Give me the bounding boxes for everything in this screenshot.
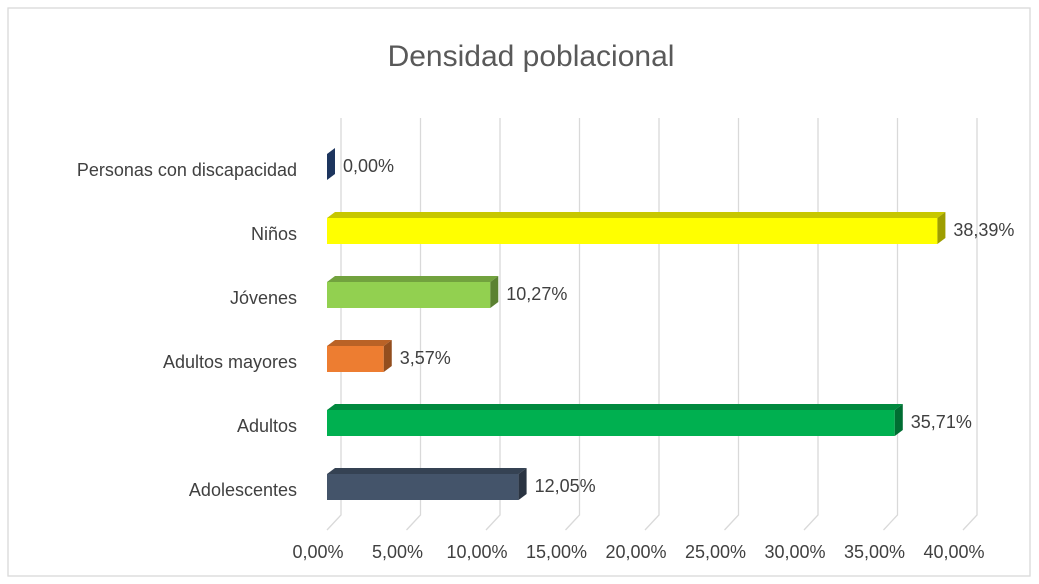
y-tick-label: Niños: [251, 224, 297, 244]
grid-line: [326, 118, 342, 531]
bar: [327, 340, 392, 372]
bar-side: [894, 404, 903, 436]
x-tick-label: 20,00%: [605, 542, 666, 562]
grid-line: [724, 118, 740, 531]
bar-top: [327, 276, 499, 282]
y-tick-label: Jóvenes: [230, 288, 297, 308]
bar: [327, 212, 946, 244]
x-tick-label: 40,00%: [923, 542, 984, 562]
bar-front: [327, 282, 491, 308]
bar-front: [327, 346, 384, 372]
grid-line: [485, 118, 501, 531]
bar-side: [327, 148, 335, 180]
bar-front: [327, 474, 519, 500]
value-label: 12,05%: [535, 476, 596, 496]
grid-line: [803, 118, 819, 531]
bar: [327, 148, 335, 180]
bar: [327, 468, 527, 500]
x-tick-label: 30,00%: [764, 542, 825, 562]
chart-title: Densidad poblacional: [388, 40, 675, 73]
grid-line: [565, 118, 581, 531]
x-tick-label: 10,00%: [446, 542, 507, 562]
y-tick-label: Adultos: [237, 416, 297, 436]
grid-line: [883, 118, 899, 531]
grid-line: [406, 118, 422, 531]
bar-front: [327, 410, 895, 436]
y-tick-label: Adolescentes: [189, 480, 297, 500]
value-label: 3,57%: [400, 348, 451, 368]
x-tick-label: 5,00%: [372, 542, 423, 562]
value-label: 35,71%: [911, 412, 972, 432]
x-tick-label: 35,00%: [844, 542, 905, 562]
bar-side: [518, 468, 527, 500]
y-tick-label: Personas con discapacidad: [77, 160, 297, 180]
bar-top: [327, 468, 527, 474]
x-tick-label: 0,00%: [292, 542, 343, 562]
grid-line: [962, 118, 978, 531]
bar-side: [490, 276, 499, 308]
bar-top: [327, 404, 903, 410]
x-tick-label: 25,00%: [685, 542, 746, 562]
bar-front: [327, 218, 938, 244]
bar-top: [327, 212, 946, 218]
bar-side: [937, 212, 946, 244]
bar-side: [383, 340, 392, 372]
grid-line: [644, 118, 660, 531]
bar-top: [327, 340, 392, 346]
value-label: 0,00%: [343, 156, 394, 176]
bar: [327, 276, 499, 308]
x-tick-label: 15,00%: [526, 542, 587, 562]
value-label: 38,39%: [953, 220, 1014, 240]
bar: [327, 404, 903, 436]
value-label: 10,27%: [506, 284, 567, 304]
y-tick-label: Adultos mayores: [163, 352, 297, 372]
